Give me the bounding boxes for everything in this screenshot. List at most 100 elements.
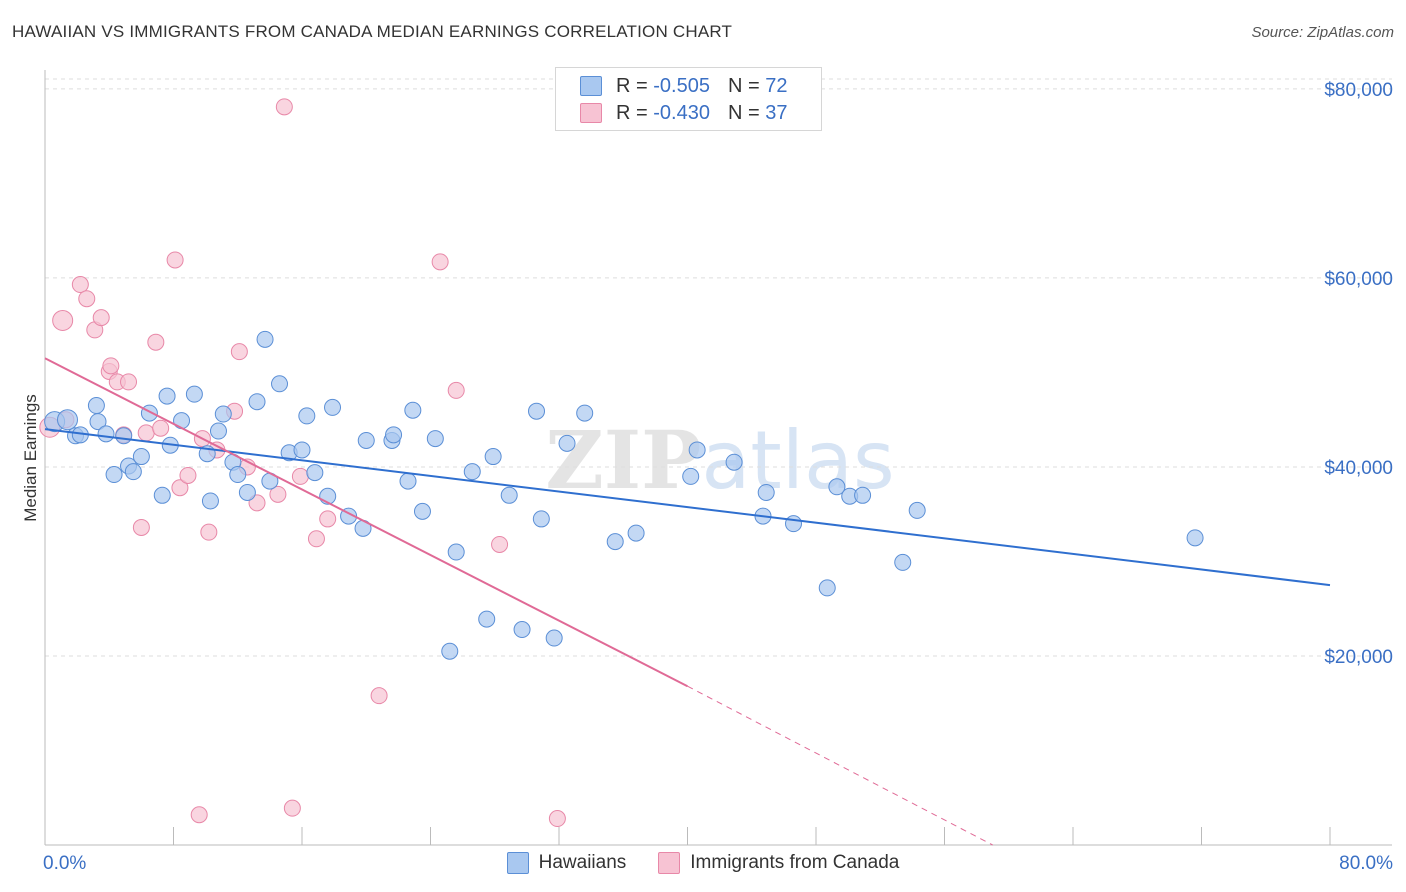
data-point-hawaiians	[89, 413, 107, 431]
data-point-hawaiians	[185, 385, 203, 403]
stats-row-canada: R = -0.430 N = 37	[580, 101, 787, 125]
data-point-hawaiians	[828, 478, 846, 496]
data-point-hawaiians	[173, 412, 191, 430]
data-point-canada	[92, 309, 110, 327]
data-point-hawaiians	[606, 533, 624, 551]
data-point-hawaiians	[854, 486, 872, 504]
legend-label-canada: Immigrants from Canada	[690, 852, 900, 873]
data-point-hawaiians	[627, 524, 645, 542]
data-point-hawaiians	[513, 621, 531, 639]
data-point-hawaiians	[209, 422, 227, 440]
data-point-hawaiians	[894, 553, 912, 571]
legend-item-hawaiians[interactable]: Hawaiians	[506, 852, 627, 874]
data-point-hawaiians	[248, 393, 266, 411]
data-point-canada	[491, 535, 509, 553]
data-point-canada	[78, 290, 96, 308]
x-tick-label: 80.0%	[1339, 853, 1393, 874]
swatch-hawaiians	[580, 76, 602, 96]
data-point-hawaiians	[818, 579, 836, 597]
data-point-canada	[248, 494, 266, 512]
data-point-hawaiians	[124, 463, 142, 481]
data-point-hawaiians	[97, 425, 115, 443]
data-point-hawaiians	[105, 466, 123, 484]
data-point-hawaiians	[463, 463, 481, 481]
data-point-canada	[137, 424, 155, 442]
data-point-hawaiians	[413, 502, 431, 520]
r-label: R =	[616, 101, 648, 124]
data-point-canada	[200, 523, 218, 541]
data-point-canada	[275, 98, 293, 116]
data-point-canada	[431, 253, 449, 271]
tick-labels: $20,000 $40,000 $60,000 $80,000 0.0% 80.0%	[43, 80, 1393, 874]
data-point-hawaiians	[725, 453, 743, 471]
y-tick-label: $80,000	[1324, 80, 1393, 101]
data-point-canada	[548, 810, 566, 828]
data-point-hawaiians	[404, 401, 422, 419]
data-point-hawaiians	[478, 610, 496, 628]
data-point-canada	[230, 343, 248, 361]
legend-swatch-hawaiians	[506, 852, 529, 874]
data-point-canada	[190, 806, 208, 824]
n-label: N =	[727, 101, 760, 124]
data-point-hawaiians	[1186, 529, 1204, 547]
trend-line-canada	[44, 357, 688, 688]
data-point-hawaiians	[357, 431, 375, 449]
data-point-hawaiians	[484, 448, 502, 466]
data-point-hawaiians	[908, 501, 926, 519]
data-point-hawaiians	[306, 464, 324, 482]
data-point-hawaiians	[426, 430, 444, 448]
data-point-hawaiians	[500, 486, 518, 504]
data-point-canada	[147, 333, 165, 351]
trend-line-hawaiians	[44, 428, 1331, 587]
swatch-canada	[580, 103, 602, 123]
data-point-hawaiians	[385, 426, 403, 444]
legend-label-hawaiians: Hawaiians	[538, 852, 627, 873]
data-point-hawaiians	[682, 467, 700, 485]
y-tick-label: $40,000	[1324, 458, 1393, 479]
data-point-canada	[283, 799, 301, 817]
n-label: N =	[727, 74, 760, 97]
trend-line-canada-extension	[687, 685, 993, 846]
axes	[44, 70, 1392, 846]
data-point-canada	[447, 381, 465, 399]
r-value: -0.505	[653, 74, 710, 97]
data-point-hawaiians	[293, 441, 311, 459]
data-point-hawaiians	[785, 515, 803, 533]
gridlines	[45, 78, 1392, 657]
n-value: 72	[765, 74, 788, 97]
data-point-canada	[179, 466, 197, 484]
r-label: R =	[616, 74, 648, 97]
data-point-canada	[102, 357, 120, 375]
data-point-canada	[319, 510, 337, 528]
data-point-hawaiians	[271, 375, 289, 393]
data-point-canada	[370, 687, 388, 705]
trend-lines	[44, 357, 1331, 846]
series-hawaiians-points	[44, 330, 1204, 660]
data-point-canada	[166, 251, 184, 269]
x-tick-label: 0.0%	[43, 853, 86, 874]
data-point-hawaiians	[447, 543, 465, 561]
data-point-hawaiians	[532, 510, 550, 528]
data-point-hawaiians	[528, 402, 546, 420]
y-tick-label: $60,000	[1324, 269, 1393, 290]
legend-item-canada[interactable]: Immigrants from Canada	[658, 852, 899, 874]
data-point-hawaiians	[558, 434, 576, 452]
data-point-hawaiians	[214, 405, 232, 423]
data-point-canada	[291, 467, 309, 485]
data-point-hawaiians	[441, 642, 459, 660]
data-point-hawaiians	[298, 407, 316, 425]
data-point-hawaiians	[324, 398, 342, 416]
data-point-canada	[52, 309, 74, 331]
data-point-hawaiians	[545, 629, 563, 647]
n-value: 37	[765, 101, 788, 124]
data-point-hawaiians	[140, 404, 158, 422]
data-point-hawaiians	[56, 409, 78, 431]
series-canada-points	[39, 98, 566, 828]
stats-row-hawaiians: R = -0.505 N = 72	[580, 74, 787, 98]
data-point-hawaiians	[201, 492, 219, 510]
series-legend: Hawaiians Immigrants from Canada	[0, 852, 1406, 874]
data-point-hawaiians	[153, 486, 171, 504]
data-point-hawaiians	[256, 330, 274, 348]
data-point-canada	[132, 518, 150, 536]
